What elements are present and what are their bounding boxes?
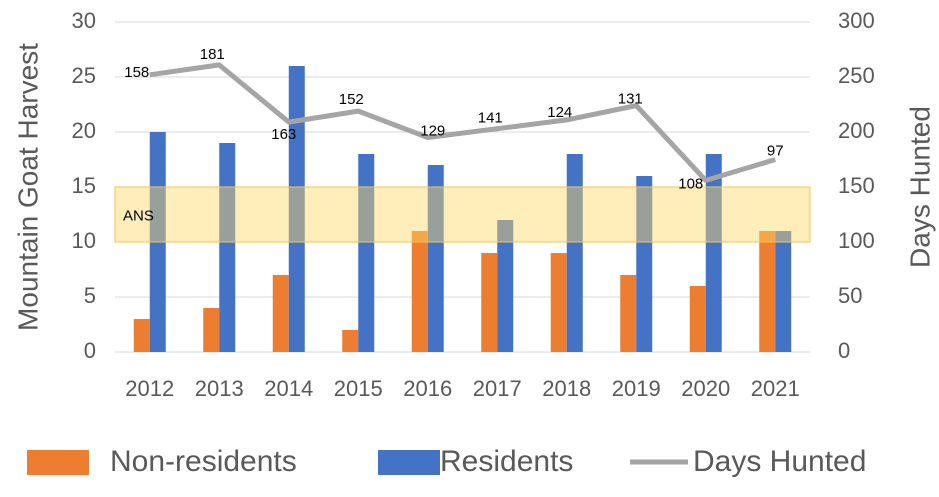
x-tick-label: 2017 bbox=[473, 376, 522, 401]
y2-tick-label: 300 bbox=[838, 8, 875, 33]
bar bbox=[358, 154, 375, 352]
point-annotation: 97 bbox=[767, 142, 784, 159]
line bbox=[149, 62, 776, 183]
point-annotation: 124 bbox=[547, 104, 572, 121]
bar bbox=[272, 275, 289, 352]
y-tick-label: 20 bbox=[72, 118, 96, 143]
point-annotation: 158 bbox=[124, 64, 149, 81]
legend-swatch bbox=[378, 450, 440, 475]
bar bbox=[133, 319, 150, 352]
point-annotation: 129 bbox=[420, 122, 445, 139]
bar bbox=[219, 143, 236, 352]
band-label: ANS bbox=[123, 207, 154, 224]
y2-tick-label: 200 bbox=[838, 118, 875, 143]
legend-swatch bbox=[27, 450, 89, 475]
bar bbox=[481, 253, 498, 352]
y-axis-title: Mountain Goat Harvest bbox=[12, 43, 43, 331]
y-tick-label: 10 bbox=[72, 228, 96, 253]
bar bbox=[550, 253, 567, 352]
x-tick-label: 2018 bbox=[542, 376, 591, 401]
y2-tick-label: 100 bbox=[838, 228, 875, 253]
point-annotation: 181 bbox=[200, 46, 225, 63]
y-tick-label: 25 bbox=[72, 63, 96, 88]
bar bbox=[566, 154, 583, 352]
x-tick-label: 2014 bbox=[264, 376, 313, 401]
bar bbox=[497, 220, 514, 352]
bar bbox=[775, 231, 792, 352]
ans-band bbox=[114, 186, 811, 243]
point-annotation: 163 bbox=[271, 126, 296, 143]
y-tick-label: 5 bbox=[84, 283, 96, 308]
x-tick-label: 2012 bbox=[125, 376, 174, 401]
x-tick-label: 2019 bbox=[612, 376, 661, 401]
y2-axis-title: Days Hunted bbox=[904, 106, 935, 268]
point-annotation: 141 bbox=[478, 110, 503, 127]
y-tick-label: 0 bbox=[84, 338, 96, 363]
bar bbox=[288, 66, 305, 352]
y-tick-label: 15 bbox=[72, 173, 96, 198]
y2-tick-label: 0 bbox=[838, 338, 850, 363]
bar bbox=[620, 275, 637, 352]
y2-tick-label: 50 bbox=[838, 283, 862, 308]
y-tick-label: 30 bbox=[72, 8, 96, 33]
x-tick-label: 2021 bbox=[751, 376, 800, 401]
x-tick-label: 2015 bbox=[334, 376, 383, 401]
bar bbox=[689, 286, 706, 352]
x-tick-label: 2013 bbox=[195, 376, 244, 401]
bar bbox=[759, 231, 776, 352]
y2-tick-label: 250 bbox=[838, 63, 875, 88]
point-annotation: 152 bbox=[339, 91, 364, 108]
bar bbox=[411, 231, 428, 352]
point-annotation: 131 bbox=[618, 91, 643, 108]
y2-tick-label: 150 bbox=[838, 173, 875, 198]
x-tick-label: 2016 bbox=[403, 376, 452, 401]
legend-label: Days Hunted bbox=[693, 445, 866, 478]
legend-label: Residents bbox=[440, 445, 573, 478]
point-annotation: 108 bbox=[678, 175, 703, 192]
bar bbox=[203, 308, 220, 352]
x-tick-label: 2020 bbox=[681, 376, 730, 401]
bar bbox=[705, 154, 722, 352]
bar bbox=[427, 165, 444, 352]
legend-label: Non-residents bbox=[110, 445, 297, 478]
bar bbox=[636, 176, 653, 352]
bar bbox=[342, 330, 359, 352]
